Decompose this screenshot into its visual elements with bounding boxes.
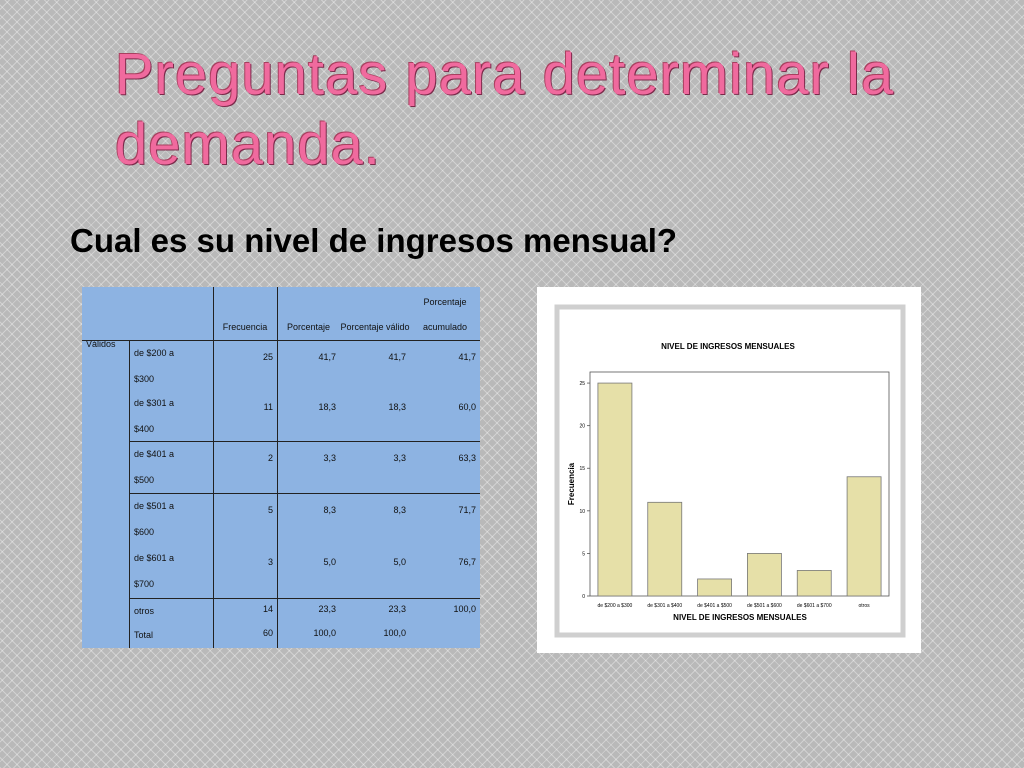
y-tick-label: 0 xyxy=(582,594,585,600)
slide-subtitle: Cual es su nivel de ingresos mensual? xyxy=(70,222,678,259)
bar xyxy=(597,382,633,597)
cell: 41,7 xyxy=(318,352,336,362)
col-rule xyxy=(129,340,130,648)
cell: 5,0 xyxy=(323,557,336,567)
cell: 23,3 xyxy=(318,604,336,614)
y-tick-label: 25 xyxy=(579,381,585,387)
x-tick-label: de $401 a $500 xyxy=(697,603,732,609)
slide-title: Preguntas para determinar la demanda. xyxy=(115,42,895,177)
bar xyxy=(647,501,683,597)
cell: 100,0 xyxy=(383,628,406,638)
cell: 100,0 xyxy=(313,628,336,638)
group-label: Válidos xyxy=(86,339,116,349)
row-label: Total xyxy=(134,630,154,640)
cell: 41,7 xyxy=(458,352,476,362)
bar xyxy=(747,553,782,597)
row-label: de $501 a $600 xyxy=(134,501,175,537)
y-axis-title: Frecuencia xyxy=(567,462,576,505)
row-label: de $200 a $300 xyxy=(134,348,175,384)
cell: 100,0 xyxy=(453,604,476,614)
cell: 23,3 xyxy=(388,604,406,614)
x-tick-label: de $601 a $700 xyxy=(797,603,832,609)
row-label: otros xyxy=(134,606,155,616)
bar xyxy=(796,570,832,597)
plot-area xyxy=(589,371,890,597)
bar-chart: NIVEL DE INGRESOS MENSUALES NIVEL DE ING… xyxy=(537,287,921,653)
frequency-table: Frecuencia Porcentaje Porcentaje válido Por… xyxy=(82,287,480,648)
row-rule xyxy=(129,493,480,494)
cell: 14 xyxy=(262,604,273,614)
cell: 11 xyxy=(263,402,273,412)
col-rule xyxy=(213,287,214,648)
row-rule xyxy=(129,441,480,442)
cell: 5,0 xyxy=(393,557,406,567)
column-header: Porcentaje acumulado xyxy=(422,297,468,332)
x-axis-title: NIVEL DE INGRESOS MENSUALES xyxy=(673,613,807,622)
row-rule xyxy=(129,598,480,599)
row-label: de $401 a $500 xyxy=(134,449,175,485)
row-label: de $601 a $700 xyxy=(134,553,175,589)
cell: 8,3 xyxy=(393,505,406,515)
bar xyxy=(697,578,732,597)
cell: 8,3 xyxy=(323,505,336,515)
column-header: Porcentaje xyxy=(286,322,331,332)
column-header: Porcentaje válido xyxy=(340,322,410,332)
cell: 25 xyxy=(262,352,273,362)
x-tick-label: otros xyxy=(859,603,871,609)
cell: 76,7 xyxy=(458,557,476,567)
chart-title: NIVEL DE INGRESOS MENSUALES xyxy=(661,342,795,351)
cell: 18,3 xyxy=(318,402,336,412)
cell: 63,3 xyxy=(458,453,476,463)
row-label: de $301 a $400 xyxy=(134,398,175,434)
x-tick-label: de $501 a $600 xyxy=(747,603,782,609)
cell: 60 xyxy=(262,628,273,638)
column-header: Frecuencia xyxy=(222,322,268,332)
cell: 3,3 xyxy=(393,453,406,463)
cell: 2 xyxy=(267,453,273,463)
y-tick-label: 10 xyxy=(579,509,585,515)
cell: 60,0 xyxy=(458,402,476,412)
x-tick-label: de $200 a $300 xyxy=(598,603,633,609)
cell: 3,3 xyxy=(323,453,336,463)
y-tick-label: 5 xyxy=(582,551,585,557)
col-rule xyxy=(277,287,278,648)
y-tick-label: 15 xyxy=(579,466,585,472)
cell: 41,7 xyxy=(388,352,406,362)
x-tick-label: de $301 a $400 xyxy=(647,603,682,609)
y-tick-label: 20 xyxy=(579,424,585,430)
row-rule xyxy=(82,340,480,341)
cell: 3 xyxy=(267,557,273,567)
cell: 71,7 xyxy=(458,505,476,515)
cell: 5 xyxy=(267,505,273,515)
bar xyxy=(846,476,882,597)
cell: 18,3 xyxy=(388,402,406,412)
